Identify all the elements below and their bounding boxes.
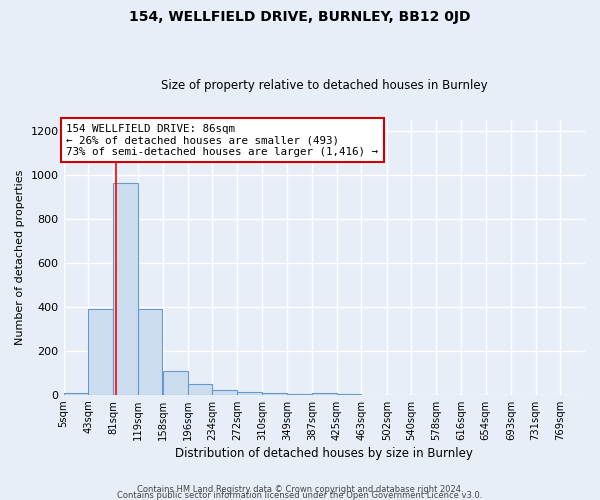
Text: 154, WELLFIELD DRIVE, BURNLEY, BB12 0JD: 154, WELLFIELD DRIVE, BURNLEY, BB12 0JD <box>129 10 471 24</box>
Bar <box>312 392 337 395</box>
Bar <box>287 394 312 395</box>
Title: Size of property relative to detached houses in Burnley: Size of property relative to detached ho… <box>161 79 488 92</box>
Bar <box>262 392 287 395</box>
Bar <box>113 184 137 395</box>
Bar <box>163 370 188 395</box>
Text: Contains HM Land Registry data © Crown copyright and database right 2024.: Contains HM Land Registry data © Crown c… <box>137 484 463 494</box>
Y-axis label: Number of detached properties: Number of detached properties <box>15 170 25 345</box>
Text: Contains public sector information licensed under the Open Government Licence v3: Contains public sector information licen… <box>118 490 482 500</box>
Bar <box>212 390 237 395</box>
Bar <box>188 384 212 395</box>
X-axis label: Distribution of detached houses by size in Burnley: Distribution of detached houses by size … <box>175 447 473 460</box>
Bar <box>88 309 113 395</box>
Text: 154 WELLFIELD DRIVE: 86sqm
← 26% of detached houses are smaller (493)
73% of sem: 154 WELLFIELD DRIVE: 86sqm ← 26% of deta… <box>66 124 378 157</box>
Bar <box>237 392 262 395</box>
Bar <box>337 394 361 395</box>
Bar <box>137 309 163 395</box>
Bar <box>64 392 88 395</box>
